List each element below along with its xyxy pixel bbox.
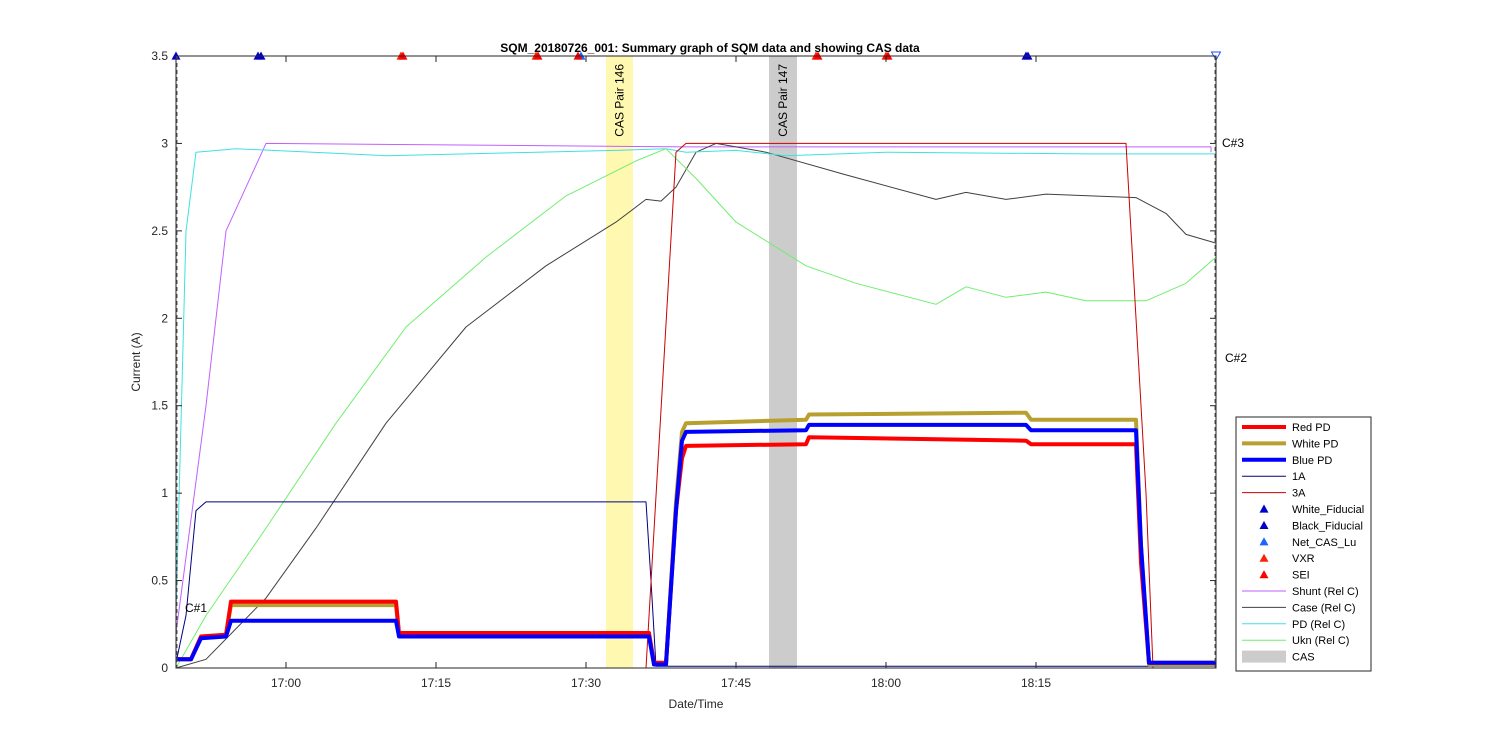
chart-title: SQM_20180726_001: Summary graph of SQM d… <box>500 41 920 55</box>
annotations: C#1 C#3 C#2 <box>176 56 1247 668</box>
legend-label-5: White_Fiducial <box>1292 504 1364 516</box>
series-lines <box>175 142 1217 669</box>
y-tick-label-6: 3 <box>161 136 168 150</box>
series-line-4 <box>176 142 1216 669</box>
legend-label-0: Red PD <box>1292 422 1331 434</box>
legend-label-6: Black_Fiducial <box>1292 520 1363 532</box>
x-tick-label-1: 17:15 <box>421 676 451 690</box>
cas-bands: CAS Pair 146 CAS Pair 147 <box>606 56 797 668</box>
x-tick-label-3: 17:45 <box>721 676 751 690</box>
legend-label-10: Shunt (Rel C) <box>1292 586 1359 598</box>
cas-band-2 <box>769 56 797 668</box>
legend-swatch-8 <box>1259 553 1269 562</box>
series-line-3 <box>175 501 1216 667</box>
series-line-13 <box>175 148 1217 669</box>
cas-band-label-1: CAS Pair 146 <box>613 64 627 137</box>
legend-swatch-7 <box>1259 537 1269 546</box>
x-axis-label: Date/Time <box>669 697 724 711</box>
legend-label-11: Case (Rel C) <box>1292 602 1356 614</box>
annotation-1: C#3 <box>1222 136 1244 150</box>
legend-label-14: CAS <box>1292 652 1315 664</box>
y-axis-label: Current (A) <box>129 332 143 391</box>
y-tick-label-2: 1 <box>161 486 168 500</box>
cas-band-label-2: CAS Pair 147 <box>776 64 790 137</box>
y-tick-label-5: 2.5 <box>151 224 168 238</box>
legend-swatch-9 <box>1259 570 1269 579</box>
series-line-2 <box>176 422 1216 667</box>
axes-box <box>175 55 1217 669</box>
legend-swatch-5 <box>1259 504 1269 513</box>
series-line-12 <box>175 148 1216 616</box>
y-tick-label-0: 0 <box>161 661 168 675</box>
legend-swatch-6 <box>1259 520 1269 529</box>
legend-swatch-14 <box>1242 650 1286 663</box>
x-tick-label-4: 18:00 <box>871 676 901 690</box>
legend: Red PD White PD Blue PD 1A 3A White_Fiducial B… <box>1235 416 1372 672</box>
legend-label-8: VXR <box>1292 553 1315 565</box>
legend-label-4: 3A <box>1292 488 1306 500</box>
legend-label-12: PD (Rel C) <box>1292 619 1345 631</box>
x-tick-label-5: 18:15 <box>1021 676 1051 690</box>
legend-label-7: Net_CAS_Lu <box>1292 537 1356 549</box>
legend-label-9: SEI <box>1292 570 1310 582</box>
legend-label-1: White PD <box>1292 438 1339 450</box>
x-tick-label-0: 17:00 <box>271 676 301 690</box>
legend-label-3: 1A <box>1292 471 1306 483</box>
legend-label-2: Blue PD <box>1292 455 1332 467</box>
legend-label-13: Ukn (Rel C) <box>1292 635 1349 647</box>
series-line-10 <box>175 142 1212 634</box>
x-tick-label-2: 17:30 <box>571 676 601 690</box>
y-tick-label-1: 0.5 <box>151 574 168 588</box>
y-tick-label-3: 1.5 <box>151 399 168 413</box>
axis-ticks: 17:00 17:15 17:30 17:45 18:00 18:15 0 0.5 1 1.5 2 2… <box>151 49 1216 690</box>
annotation-0: C#1 <box>185 601 207 615</box>
annotation-2: C#2 <box>1225 351 1247 365</box>
cas-band-1 <box>606 56 633 668</box>
y-tick-label-7: 3.5 <box>151 49 168 63</box>
y-tick-label-4: 2 <box>161 311 168 325</box>
